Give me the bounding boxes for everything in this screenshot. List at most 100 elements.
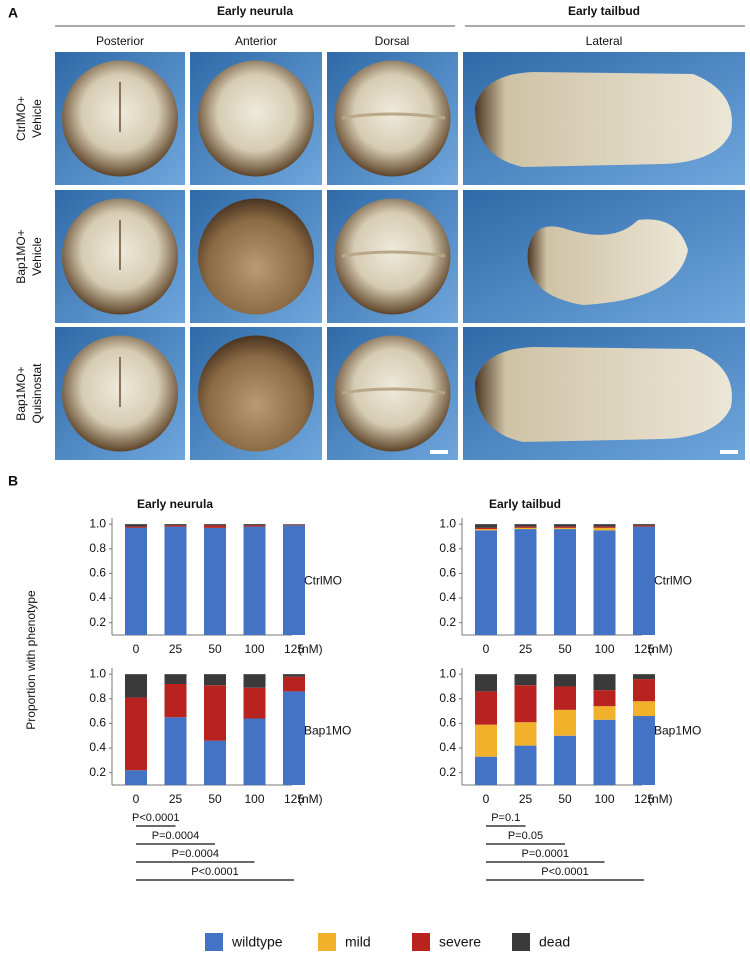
view-label: Anterior: [235, 34, 277, 48]
x-tick-label: 25: [169, 642, 183, 656]
bar-segment: [283, 676, 305, 692]
y-tick-label: 0.6: [89, 716, 106, 730]
x-tick-label: 0: [133, 792, 140, 806]
bar-segment: [475, 724, 497, 757]
bar-segment: [475, 524, 497, 528]
embryo: [475, 347, 732, 442]
chart-title: CtrlMO: [654, 574, 692, 588]
y-tick-label: 0.2: [89, 615, 106, 629]
bar-segment: [283, 524, 305, 526]
bar-segment: [554, 735, 576, 785]
y-tick-label: 0.4: [89, 590, 106, 604]
p-value: P=0.0004: [172, 848, 219, 860]
y-tick-label: 0.4: [89, 740, 106, 754]
embryo: [334, 335, 451, 452]
scale-bar: [430, 450, 448, 454]
bar-segment: [243, 718, 266, 785]
y-tick-label: 0.8: [439, 691, 456, 705]
legend-label: dead: [539, 934, 570, 950]
p-value: P<0.0001: [132, 812, 179, 824]
bar-segment: [633, 526, 655, 635]
y-tick-label: 0.2: [439, 615, 456, 629]
bar-segment: [204, 740, 226, 785]
scale-bar: [720, 450, 738, 454]
x-tick-label: 125: [634, 642, 654, 656]
y-tick-label: 0.6: [439, 566, 456, 580]
embryo: [198, 60, 314, 177]
p-value: P=0.0004: [152, 830, 199, 842]
bar-segment: [283, 674, 305, 677]
x-unit: (nM): [648, 642, 673, 656]
bar-segment: [514, 674, 537, 686]
x-tick-label: 100: [244, 792, 264, 806]
y-tick-label: 0.6: [89, 566, 106, 580]
bar-segment: [475, 527, 497, 530]
bar-segment: [554, 527, 576, 530]
bar-segment: [633, 674, 655, 680]
group-title: Early neurula: [217, 4, 293, 18]
x-tick-label: 50: [208, 792, 222, 806]
bar-segment: [554, 524, 576, 527]
p-value: P=0.0001: [522, 848, 569, 860]
y-tick-label: 1.0: [439, 666, 456, 680]
legend-swatch: [205, 933, 223, 951]
row-label: Bap1MO+: [14, 229, 28, 283]
panel-label: A: [8, 5, 18, 21]
bar-segment: [593, 706, 616, 720]
bar-segment: [593, 524, 616, 527]
bar-segment: [593, 719, 616, 785]
x-tick-label: 50: [558, 792, 572, 806]
bar-segment: [593, 690, 616, 707]
bar-segment: [633, 525, 655, 527]
bar-segment: [164, 525, 187, 527]
p-value: P<0.0001: [191, 866, 238, 878]
bar-segment: [164, 684, 187, 718]
y-tick-label: 0.4: [439, 740, 456, 754]
embryo: [527, 219, 688, 305]
y-tick-label: 0.8: [89, 541, 106, 555]
x-tick-label: 0: [483, 642, 490, 656]
bar-segment: [633, 679, 655, 702]
row-label: Bap1MO+: [14, 366, 28, 420]
legend-swatch: [318, 933, 336, 951]
chart-title: Bap1MO: [304, 724, 351, 738]
y-tick-label: 0.8: [439, 541, 456, 555]
row-label: Quisinostat: [30, 363, 44, 424]
bar-segment: [633, 716, 655, 785]
embryo: [334, 198, 451, 315]
bar-segment: [514, 722, 537, 746]
embryo-groove: [341, 387, 446, 395]
bar-segment: [633, 524, 655, 526]
embryo: [334, 60, 451, 177]
legend-swatch: [412, 933, 430, 951]
bar-segment: [514, 524, 537, 527]
x-tick-label: 25: [519, 642, 533, 656]
bar-segment: [514, 527, 537, 530]
bar-segment: [554, 686, 576, 710]
y-tick-label: 0.8: [89, 691, 106, 705]
bar-segment: [283, 691, 305, 785]
x-tick-label: 25: [519, 792, 533, 806]
x-tick-label: 0: [133, 642, 140, 656]
column-title: Early neurula: [137, 497, 213, 511]
embryo: [475, 72, 732, 167]
y-tick-label: 0.2: [439, 765, 456, 779]
bar-segment: [204, 674, 226, 686]
y-tick-label: 0.2: [89, 765, 106, 779]
p-value: P<0.0001: [541, 866, 588, 878]
bar-segment: [514, 529, 537, 635]
bar-segment: [164, 526, 187, 635]
panel-label: B: [8, 473, 18, 489]
bar-segment: [554, 526, 576, 528]
chart-title: Bap1MO: [654, 724, 701, 738]
bar-segment: [593, 674, 616, 691]
x-tick-label: 50: [208, 642, 222, 656]
view-label: Posterior: [96, 34, 144, 48]
bar-segment: [633, 701, 655, 717]
bar-segment: [475, 530, 497, 635]
x-tick-label: 125: [284, 792, 304, 806]
row-label: CtrlMO+: [14, 96, 28, 141]
bar-segment: [554, 674, 576, 687]
